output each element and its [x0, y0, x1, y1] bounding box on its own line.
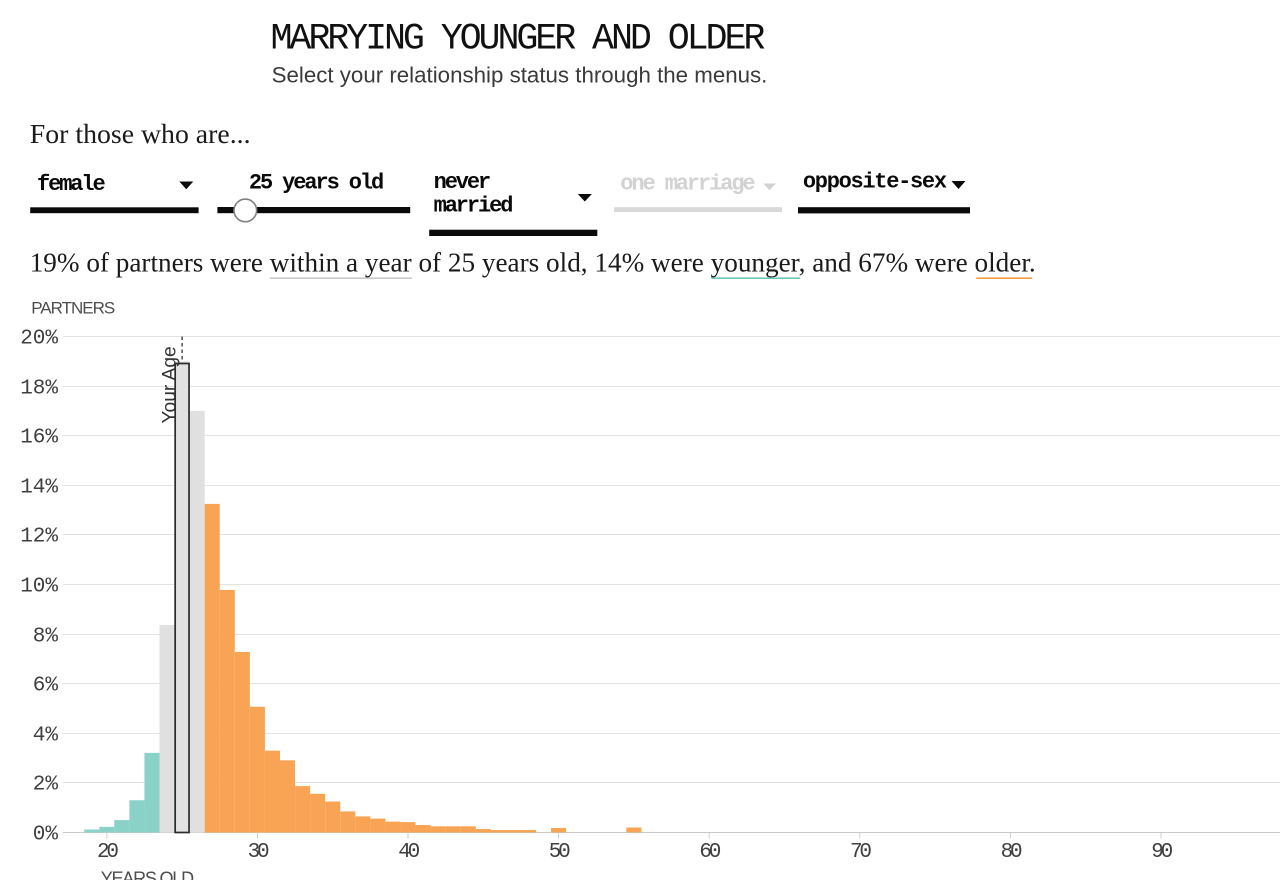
svg-text:2%: 2%	[33, 774, 59, 797]
svg-text:8%: 8%	[33, 626, 59, 649]
svg-text:70: 70	[850, 841, 871, 864]
svg-text:18%: 18%	[20, 378, 58, 401]
svg-text:married: married	[434, 193, 513, 218]
svg-text:Your Age: Your Age	[160, 346, 181, 423]
svg-text:20%: 20%	[20, 328, 58, 351]
svg-text:For those who are...: For those who are...	[30, 119, 251, 150]
svg-text:4%: 4%	[33, 725, 59, 748]
svg-text:14%: 14%	[20, 477, 58, 500]
svg-text:0%: 0%	[33, 824, 59, 847]
svg-text:25 years old: 25 years old	[249, 171, 383, 196]
svg-text:one marriage: one marriage	[620, 172, 755, 197]
svg-text:Select your relationship statu: Select your relationship status through …	[272, 63, 768, 88]
svg-text:90: 90	[1151, 841, 1172, 864]
svg-text:20: 20	[97, 841, 118, 864]
svg-text:never: never	[434, 170, 490, 195]
svg-text:50: 50	[549, 841, 570, 864]
svg-text:10%: 10%	[20, 576, 58, 599]
svg-text:12%: 12%	[20, 526, 58, 549]
svg-text:female: female	[37, 172, 106, 197]
svg-text:80: 80	[1001, 841, 1022, 864]
svg-text:MARRYING YOUNGER AND OLDER: MARRYING YOUNGER AND OLDER	[270, 18, 765, 60]
svg-text:40: 40	[398, 841, 419, 864]
svg-text:19% of partners were within a: 19% of partners were within a year of 25…	[30, 247, 1036, 277]
svg-text:6%: 6%	[33, 675, 59, 698]
svg-text:30: 30	[248, 841, 269, 864]
svg-text:PARTNERS: PARTNERS	[31, 299, 115, 318]
svg-text:opposite-sex: opposite-sex	[803, 170, 947, 195]
svg-text:60: 60	[699, 841, 720, 864]
svg-text:16%: 16%	[20, 427, 58, 450]
